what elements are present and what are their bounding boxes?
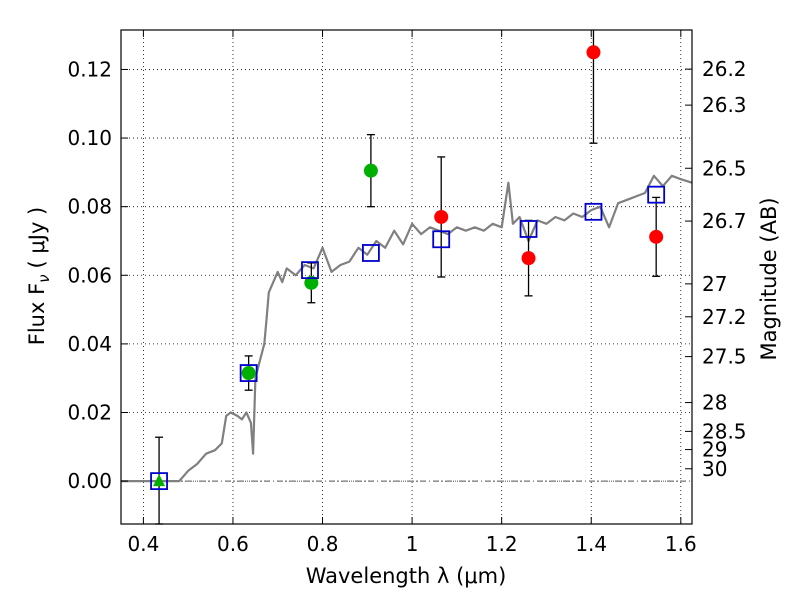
green-data-point xyxy=(241,366,256,381)
y-tick-label: 0.04 xyxy=(67,332,112,356)
right-tick-label: 27.5 xyxy=(702,345,747,369)
model-photometry-square xyxy=(301,261,319,280)
model-photometry-square xyxy=(519,220,538,238)
model-photometry-square xyxy=(150,472,168,491)
model-photometry-square xyxy=(361,244,380,262)
model-sed-layer xyxy=(121,174,693,483)
model-sed-curve xyxy=(121,174,693,483)
right-tick-label: 30 xyxy=(702,457,727,481)
right-tick-label: 28.5 xyxy=(702,419,747,443)
right-tick-label: 28 xyxy=(702,391,727,415)
x-axis-label: Wavelength λ (μm) xyxy=(306,564,507,588)
x-tick-label: 1.2 xyxy=(486,532,518,556)
right-tick-label: 26.5 xyxy=(702,156,747,180)
y-tick-label: 0.06 xyxy=(67,263,112,287)
red-data-point xyxy=(586,45,601,60)
y-axis-label-unit: ( μJy ) xyxy=(25,207,49,269)
right-tick-label: 27.2 xyxy=(702,305,747,329)
x-tick-label: 0.8 xyxy=(307,532,339,556)
right-tick-label: 29 xyxy=(702,438,727,462)
y-tick-label: 0.10 xyxy=(67,126,112,150)
ticks-layer: 0.4 0.6 0.8 1 1.2 1.4 1.6 0.00 0.02 0.04 0.06 0.08 0… xyxy=(67,30,747,556)
error-bars-layer xyxy=(155,30,661,525)
svg-text:Magnitude (AB): Magnitude (AB) xyxy=(757,197,781,360)
plot-frame xyxy=(120,29,693,525)
right-tick-label: 26.3 xyxy=(702,93,747,117)
right-tick-label: 26.2 xyxy=(702,57,747,81)
grid-lines xyxy=(121,30,692,524)
right-tick-label: 26.7 xyxy=(702,209,747,233)
red-data-point xyxy=(521,251,536,266)
y-tick-label: 0.12 xyxy=(67,57,112,81)
y-tick-label: 0.00 xyxy=(67,469,112,493)
y-axis-label-right: Magnitude (AB) xyxy=(757,197,781,360)
green-data-point xyxy=(363,163,378,178)
y-axis-label-text: Flux F xyxy=(25,283,49,345)
red-data-point xyxy=(649,229,664,244)
x-tick-label: 1 xyxy=(406,532,419,556)
model-photometry-square xyxy=(432,230,451,249)
markers-layer xyxy=(150,45,666,491)
svg-text:Flux Fν( μJy ): Flux Fν ( μJy ) xyxy=(25,207,53,346)
red-data-point xyxy=(434,209,449,224)
x-tick-label: 0.6 xyxy=(217,532,249,556)
x-tick-label: 1.6 xyxy=(665,532,697,556)
model-photometry-square xyxy=(239,364,258,382)
x-tick-label: 0.4 xyxy=(127,532,159,556)
y-tick-label: 0.02 xyxy=(67,401,112,425)
model-photometry-square xyxy=(584,202,603,221)
y-axis-label-subscript: ν xyxy=(35,274,53,282)
model-photometry-square xyxy=(647,185,666,204)
green-data-point xyxy=(304,275,319,290)
y-tick-label: 0.08 xyxy=(67,195,112,219)
right-tick-label: 27 xyxy=(702,272,727,296)
green-triangle-point xyxy=(153,474,166,487)
y-axis-label-left: Flux Fν ( μJy ) xyxy=(25,207,53,346)
x-tick-label: 1.4 xyxy=(575,532,607,556)
